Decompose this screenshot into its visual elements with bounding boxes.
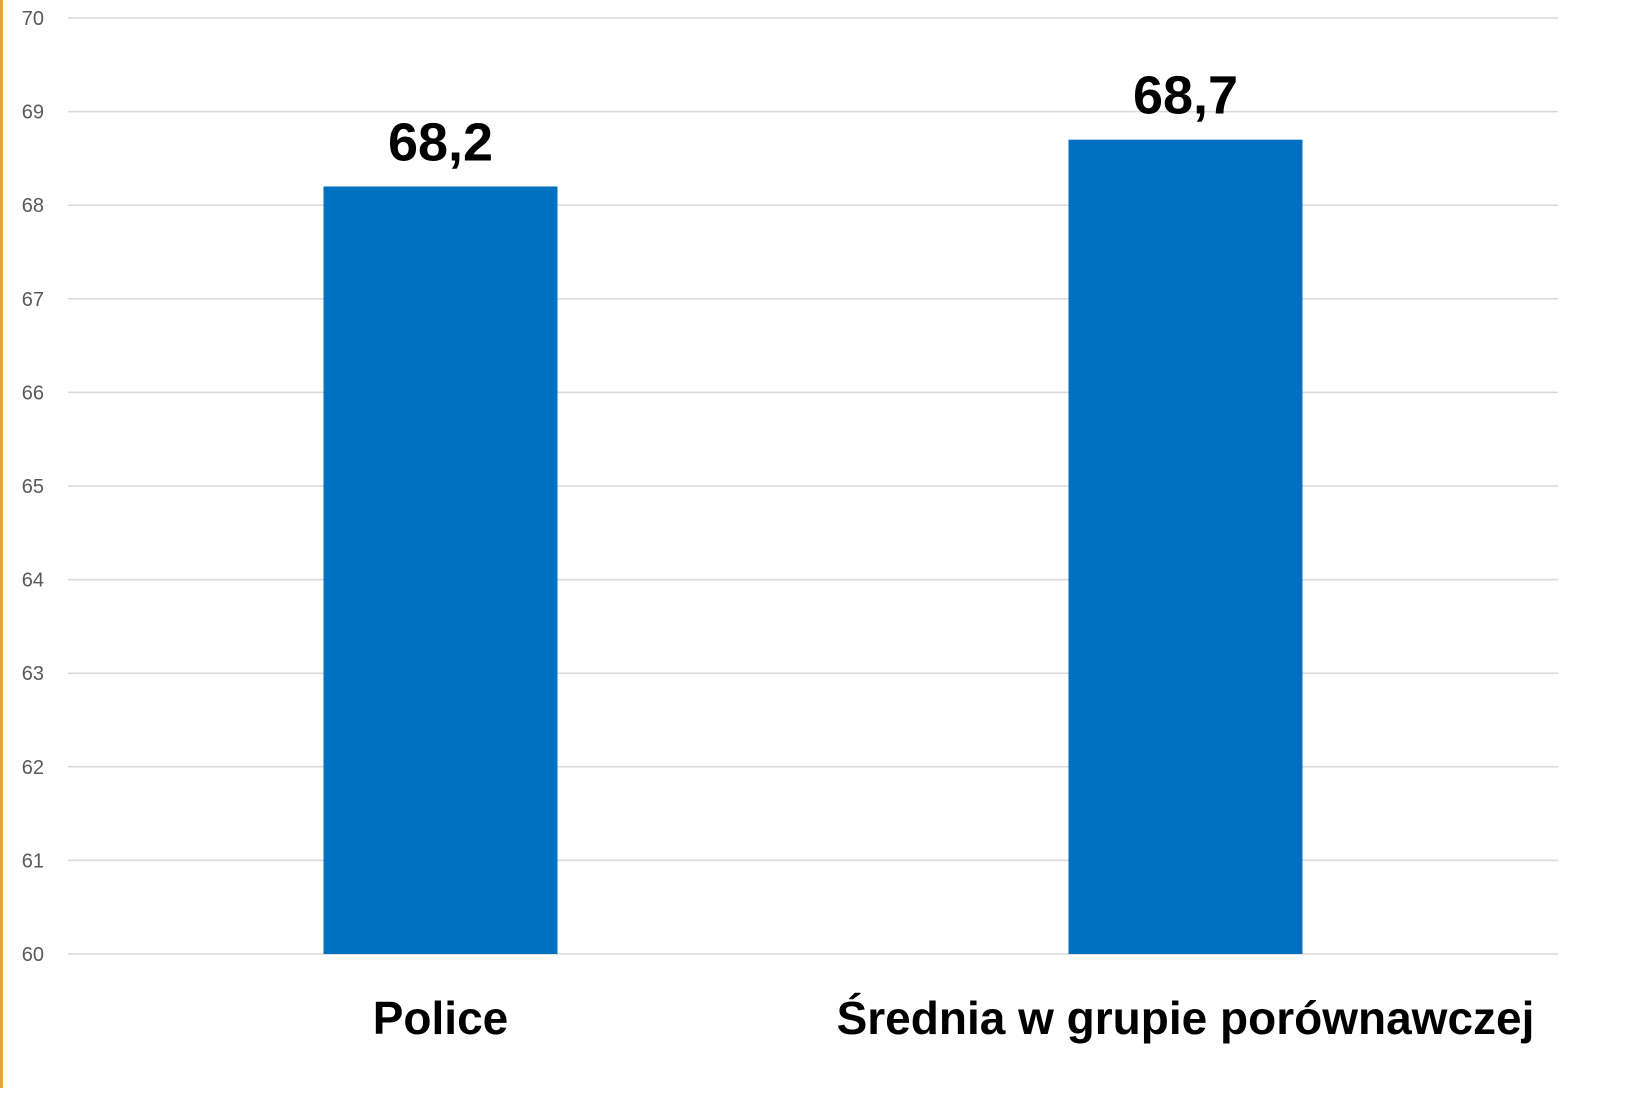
data-labels: 68,2 68,7 [388, 66, 1238, 173]
data-label: 68,7 [1133, 66, 1238, 126]
category-label: Police [373, 992, 509, 1044]
category-label: Średnia w grupie porównawczej [837, 992, 1535, 1044]
y-tick-label: 62 [22, 757, 44, 779]
y-tick-label: 60 [22, 944, 44, 966]
y-tick-label: 70 [22, 8, 44, 30]
y-tick-label: 68 [22, 195, 44, 217]
bars [323, 139, 1303, 955]
y-tick-label: 63 [22, 663, 44, 685]
y-tick-label: 64 [22, 570, 44, 592]
data-label: 68,2 [388, 112, 493, 172]
left-edge-accent [0, 0, 3, 1088]
y-tick-label: 66 [22, 382, 44, 404]
gridlines [68, 17, 1558, 955]
y-tick-label: 69 [22, 102, 44, 124]
x-axis-categories: Police Średnia w grupie porównawczej [373, 992, 1535, 1044]
y-axis-ticks: 60 61 62 63 64 65 66 67 68 69 70 [22, 8, 44, 966]
bar-2 [1068, 139, 1303, 954]
y-tick-label: 67 [22, 289, 44, 311]
y-tick-label: 65 [22, 476, 44, 498]
bar-1 [323, 186, 558, 955]
y-tick-label: 61 [22, 850, 44, 872]
